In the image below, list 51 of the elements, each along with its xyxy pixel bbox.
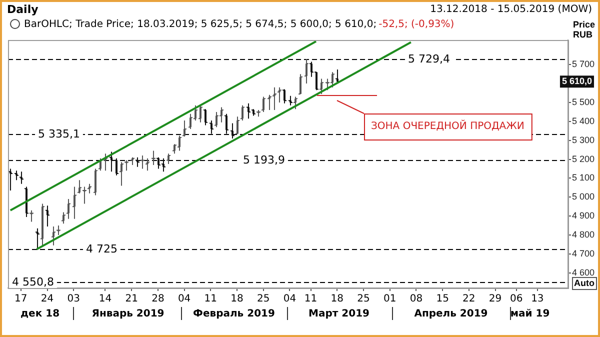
text: май 19 xyxy=(510,308,550,320)
y-tick-label: 5 500 xyxy=(572,96,595,107)
ref-line-label: 4 725 xyxy=(86,242,118,256)
y-tick-label: 5 200 xyxy=(572,154,595,164)
x-tick-label: 29 xyxy=(488,294,502,305)
x-tick-label: 06 xyxy=(510,294,523,305)
x-tick-label: 21 xyxy=(125,294,138,305)
x-tick-label: 01 xyxy=(383,294,396,305)
x-tick-label: 03 xyxy=(67,294,80,305)
y-tick-label: 5 300 xyxy=(572,134,595,145)
auto-button: Auto xyxy=(572,277,596,290)
text: 5 610,0 xyxy=(562,76,592,86)
y-tick-label: 5 400 xyxy=(572,116,595,126)
x-tick-label: 08 xyxy=(410,294,423,305)
x-tick-label: 24 xyxy=(40,294,54,305)
y-tick-label: 5 100 xyxy=(572,172,595,183)
x-tick-label: 25 xyxy=(357,294,370,305)
ref-line-label: 4 550,8 xyxy=(12,275,54,288)
x-tick-label: 22 xyxy=(462,294,476,305)
ref-line-label: 5 729,4 xyxy=(408,52,450,66)
y-tick-label: 5 000 xyxy=(572,192,595,202)
ref-line-label: ЗОНА ОЧЕРЕДНОЙ ПРОДАЖИ xyxy=(371,119,524,132)
x-tick-label: 18 xyxy=(230,294,244,305)
text: дек 18 xyxy=(20,308,60,320)
y-tick-label: 5 700 xyxy=(572,59,595,70)
chart-subtitle: 13.12.2018 - 15.05.2019 (MOW) xyxy=(430,4,592,15)
y-tick-label: 4 800 xyxy=(572,229,595,240)
y-tick-label: 4 900 xyxy=(572,210,595,221)
text: Январь 2019 xyxy=(92,308,164,320)
x-tick-label: 13 xyxy=(531,294,544,305)
x-tick-label: 04 xyxy=(283,294,296,305)
x-tick-label: 18 xyxy=(330,294,344,305)
text: BarOHLC; Trade Price; 18.03.2019; 5 625,5; 5 674,5; 5 600,0; 5 610,0; xyxy=(24,18,377,30)
text: Апрель 2019 xyxy=(414,308,488,320)
x-tick-label: 17 xyxy=(14,294,28,305)
x-tick-label: 11 xyxy=(204,294,218,305)
x-tick-label: 15 xyxy=(436,294,449,305)
text: Март 2019 xyxy=(308,308,370,320)
y-tick-label: 4 700 xyxy=(572,248,595,258)
text: Февраль 2019 xyxy=(193,308,275,320)
x-tick-label: 14 xyxy=(98,294,112,305)
ref-line-label: 5 335,1 xyxy=(38,127,80,140)
ref-line-label: 5 193,9 xyxy=(243,153,285,166)
chart-title: Daily xyxy=(7,3,38,16)
x-tick-label: 11 xyxy=(304,294,318,305)
x-tick-label: 04 xyxy=(178,294,191,305)
x-tick-label: 25 xyxy=(256,294,270,305)
y-tick-label: 4 600 xyxy=(572,267,595,278)
text: -52,5; (-0,93%) xyxy=(378,18,454,30)
y-axis-title: Price RUB xyxy=(573,19,596,40)
x-tick-label: 28 xyxy=(152,294,164,305)
